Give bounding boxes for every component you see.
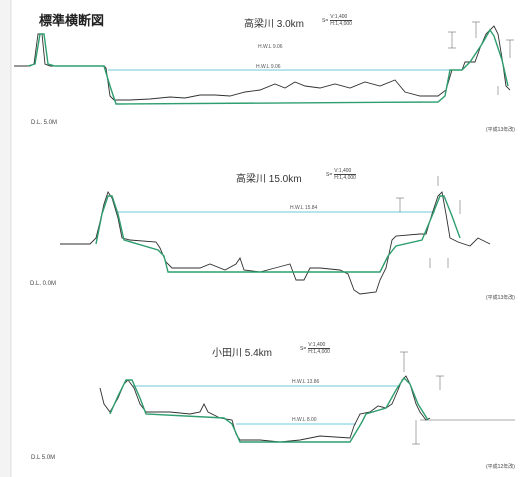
section-3-datum-level: D.L 5.0M	[31, 455, 56, 461]
section-1-hwl-text: H.W.L 9.06	[258, 44, 283, 50]
section-1-datum-level: D.L. 5.0M	[31, 120, 58, 126]
section-3-lwl-label: H.W.L 8.00	[292, 417, 317, 423]
section-3-scale: S= V:1,400 H:1,4,000	[300, 342, 330, 355]
section-2-datum-level: D.L. 0.0M	[30, 281, 57, 287]
section-3-hwl-label: H.W.L 13.86	[292, 379, 320, 385]
left-margin-strip	[0, 0, 11, 477]
existing-ground-2	[60, 190, 491, 295]
plan-section-2	[95, 195, 461, 273]
section-1-hwl-label: H.W.L 9.06	[256, 64, 281, 70]
section-2	[60, 176, 491, 295]
section-2-name: 高梁川 15.0km	[236, 174, 302, 185]
section-3-name: 小田川 5.4km	[212, 348, 273, 359]
section-1-scale: S= V:1,400 H:1,4,000	[322, 14, 352, 27]
existing-ground-1	[14, 25, 511, 101]
section-2-revision: (平成13年改)	[486, 295, 515, 301]
plan-section-3	[109, 376, 429, 443]
section-2-hwl-label: H.W.L 15.84	[290, 205, 318, 211]
section-1-name: 高梁川 3.0km	[244, 19, 305, 30]
section-2-scale: S= V:1,400 H:1,4,000	[326, 168, 356, 181]
section-1	[14, 21, 514, 105]
section-1-revision: (平成13年改)	[486, 127, 515, 133]
section-3-revision: (平成12年改)	[486, 464, 515, 470]
page-title: 標準横断図	[39, 13, 105, 28]
plan-section-1	[27, 28, 509, 105]
section-3	[99, 351, 515, 445]
